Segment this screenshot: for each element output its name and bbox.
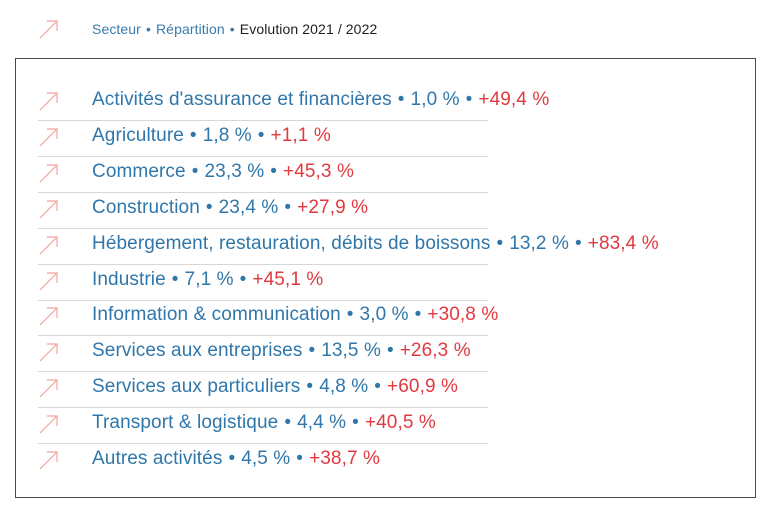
- separator-dot: •: [171, 268, 179, 290]
- sector-row: Autres activités • 4,5 % • +38,7 %: [38, 443, 488, 479]
- separator-dot: •: [189, 124, 197, 146]
- arrow-up-right-icon: [39, 128, 58, 147]
- sector-name: Industrie: [92, 268, 166, 290]
- separator-dot: •: [239, 268, 247, 290]
- sector-evolution: +26,3 %: [399, 340, 471, 362]
- sector-share: 3,0 %: [359, 304, 409, 326]
- legend-separator: •: [145, 21, 151, 37]
- sector-row: Hébergement, restauration, débits de boi…: [38, 228, 659, 265]
- separator-dot: •: [306, 376, 314, 398]
- separator-dot: •: [374, 376, 382, 398]
- arrow-up-right-icon: [39, 343, 58, 362]
- sector-evolution: +1,1 %: [270, 124, 331, 146]
- sector-name: Autres activités: [92, 448, 223, 469]
- sector-evolution: +83,4 %: [587, 232, 659, 254]
- separator-dot: •: [205, 196, 213, 218]
- sector-share: 23,4 %: [218, 196, 279, 218]
- separator-dot: •: [284, 196, 292, 218]
- separator-dot: •: [257, 124, 265, 146]
- separator-dot: •: [270, 160, 278, 182]
- arrow-up-right-icon: [39, 200, 58, 219]
- sector-row-text: Activités d'assurance et financières • 1,0…: [92, 89, 549, 111]
- sector-row-text: Services aux particuliers • 4,8 % • +60,9 %: [92, 376, 458, 398]
- sector-row-text: Services aux entreprises • 13,5 % • +26,3 %: [92, 340, 471, 362]
- sector-name: Activités d'assurance et financières: [92, 89, 392, 110]
- sector-row: Commerce • 23,3 % • +45,3 %: [38, 156, 488, 193]
- sector-name: Services aux particuliers: [92, 376, 301, 398]
- separator-dot: •: [346, 304, 354, 326]
- sector-name: Hébergement, restauration, débits de boi…: [92, 232, 491, 254]
- sector-name: Agriculture: [92, 124, 184, 146]
- sector-row: Agriculture • 1,8 % • +1,1 %: [38, 120, 488, 157]
- sector-share: 4,5 %: [241, 448, 291, 469]
- separator-dot: •: [228, 448, 236, 469]
- sector-row-text: Autres activités • 4,5 % • +38,7 %: [92, 448, 380, 470]
- sector-name: Services aux entreprises: [92, 340, 303, 362]
- sector-name: Commerce: [92, 160, 186, 182]
- arrow-up-right-icon: [39, 92, 58, 111]
- sector-evolution: +40,5 %: [364, 412, 436, 434]
- sector-evolution: +38,7 %: [309, 448, 381, 469]
- legend-text: Secteur • Répartition • Evolution 2021 / 202…: [92, 21, 377, 37]
- arrow-up-right-icon: [39, 235, 58, 255]
- arrow-up-right-icon: [39, 379, 58, 398]
- sector-row: Information & communication • 3,0 % • +30,8 …: [38, 299, 498, 337]
- separator-dot: •: [308, 340, 316, 362]
- sector-row: Transport & logistique • 4,4 % • +40,5 %: [38, 407, 488, 445]
- arrow-up-right-icon: [39, 20, 58, 39]
- sector-evolution: +49,4 %: [478, 89, 550, 110]
- sector-name: Information & communication: [92, 304, 341, 326]
- sector-evolution: +60,9 %: [387, 376, 458, 398]
- sector-share: 1,8 %: [202, 124, 252, 146]
- separator-dot: •: [191, 160, 199, 182]
- arrow-up-right-icon: [39, 451, 58, 470]
- sector-row-text: Information & communication • 3,0 % • +30,8 …: [92, 304, 498, 326]
- sector-row-text: Transport & logistique • 4,4 % • +40,5 %: [92, 412, 436, 434]
- sector-share: 13,5 %: [321, 340, 381, 362]
- sector-list-frame: [15, 58, 756, 498]
- sector-name: Construction: [92, 196, 200, 218]
- sector-row-text: Agriculture • 1,8 % • +1,1 %: [92, 125, 331, 147]
- separator-dot: •: [574, 232, 582, 254]
- sector-evolution: +27,9 %: [297, 196, 369, 218]
- sector-row-text: Construction • 23,4 % • +27,9 %: [92, 197, 368, 219]
- separator-dot: •: [296, 448, 304, 469]
- sector-row-text: Industrie • 7,1 % • +45,1 %: [92, 269, 323, 291]
- separator-dot: •: [496, 232, 504, 254]
- separator-dot: •: [284, 412, 292, 434]
- sector-row-text: Hébergement, restauration, débits de boi…: [92, 233, 659, 255]
- legend-header: Secteur • Répartition • Evolution 2021 / 202…: [0, 0, 775, 60]
- sector-share: 1,0 %: [410, 89, 460, 110]
- separator-dot: •: [352, 412, 359, 434]
- arrow-up-right-icon: [39, 415, 58, 434]
- sector-row: Construction • 23,4 % • +27,9 %: [38, 192, 488, 229]
- sector-share: 4,8 %: [319, 376, 369, 398]
- legend-separator: •: [229, 21, 235, 37]
- arrow-up-right-icon: [39, 307, 58, 326]
- sector-row-text: Commerce • 23,3 % • +45,3 %: [92, 161, 354, 183]
- separator-dot: •: [465, 89, 473, 110]
- sector-name: Transport & logistique: [92, 412, 279, 434]
- sector-share: 13,2 %: [509, 232, 569, 254]
- sector-evolution: +30,8 %: [427, 304, 499, 326]
- legend-repartition: Répartition: [155, 21, 225, 37]
- legend-secteur: Secteur: [92, 21, 141, 37]
- separator-dot: •: [397, 89, 405, 110]
- sector-row: Activités d'assurance et financières • 1,0…: [38, 84, 549, 121]
- arrow-up-right-icon: [39, 164, 58, 183]
- separator-dot: •: [414, 304, 422, 326]
- sector-evolution: +45,1 %: [252, 268, 324, 290]
- legend-evolution: Evolution 2021 / 2022: [239, 21, 378, 37]
- sector-share: 7,1 %: [184, 268, 234, 290]
- sector-row: Industrie • 7,1 % • +45,1 %: [38, 264, 488, 301]
- sector-row: Services aux entreprises • 13,5 % • +26,3 %: [38, 335, 488, 373]
- sector-share: 23,3 %: [204, 160, 265, 182]
- separator-dot: •: [386, 340, 394, 362]
- arrow-up-right-icon: [39, 271, 58, 290]
- sector-row: Services aux particuliers • 4,8 % • +60,9 %: [38, 371, 488, 409]
- sector-share: 4,4 %: [297, 412, 347, 434]
- sector-evolution: +45,3 %: [283, 160, 354, 182]
